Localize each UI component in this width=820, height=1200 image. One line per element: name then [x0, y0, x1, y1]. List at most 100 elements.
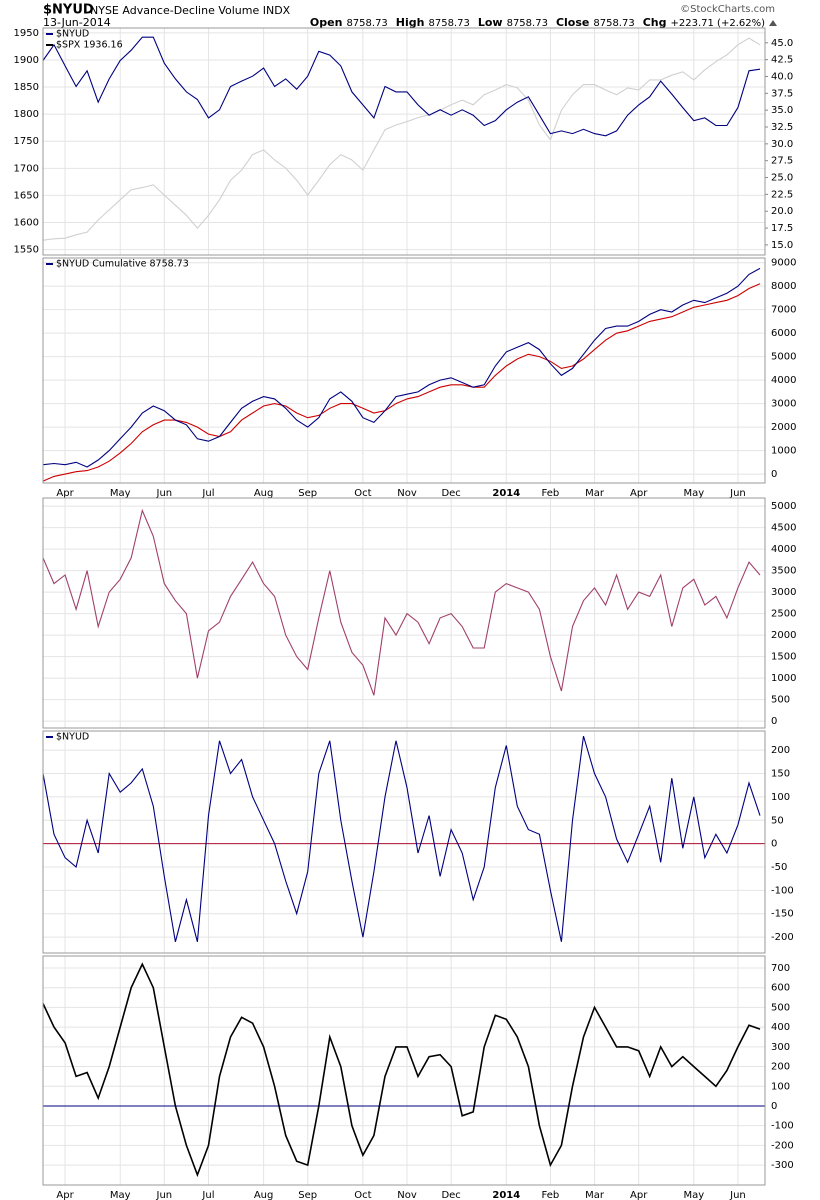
- x-tick-label: Mar: [585, 1190, 605, 1200]
- x-tick-label: Apr: [56, 488, 74, 499]
- quote-label: Chg: [643, 16, 667, 29]
- y-tick-label: 1500: [771, 652, 796, 663]
- quote-value: 8758.73: [507, 18, 548, 29]
- y-tick-label: 1800: [14, 109, 39, 120]
- x-tick-label: May: [110, 488, 131, 499]
- y2-tick-label: 45.0: [771, 38, 793, 49]
- x-tick-label: Oct: [354, 1190, 371, 1200]
- x-tick-label: Feb: [542, 1190, 560, 1200]
- y-tick-label: 400: [771, 1022, 790, 1033]
- y-tick-label: 1600: [14, 217, 39, 228]
- x-tick-label: Jun: [729, 488, 746, 499]
- quote-label: Low: [478, 16, 503, 29]
- data-line: [43, 37, 761, 241]
- x-tick-label: Sep: [298, 488, 317, 499]
- symbol: $NYUD: [43, 3, 94, 18]
- y-tick-label: 300: [771, 1042, 790, 1053]
- quote-label: High: [396, 16, 425, 29]
- panel-border: [42, 27, 766, 256]
- y2-tick-label: 17.5: [771, 223, 793, 234]
- y-tick-label: 6000: [771, 328, 796, 339]
- x-tick-label: Nov: [397, 488, 417, 499]
- x-tick-label: Oct: [354, 488, 371, 499]
- y2-tick-label: 25.0: [771, 173, 793, 184]
- y2-tick-label: 40.0: [771, 71, 793, 82]
- y2-tick-label: 37.5: [771, 88, 793, 99]
- y-tick-label: 600: [771, 983, 790, 994]
- y-tick-label: 9000: [771, 258, 796, 269]
- y-tick-label: 2000: [771, 422, 796, 433]
- y-tick-label: 5000: [771, 501, 796, 512]
- y2-tick-label: 30.0: [771, 139, 793, 150]
- y2-tick-label: 27.5: [771, 156, 793, 167]
- y-tick-label: 100: [771, 792, 790, 803]
- y-tick-label: 0: [771, 1101, 777, 1112]
- y-tick-label: 1750: [14, 136, 39, 147]
- y-tick-label: 4000: [771, 375, 796, 386]
- x-tick-label: May: [683, 1190, 704, 1200]
- x-tick-label: 2014: [492, 488, 520, 499]
- y-tick-label: 3000: [771, 399, 796, 410]
- panel-border: [42, 955, 766, 1186]
- y-tick-label: -100: [771, 1121, 794, 1132]
- arrow-icon: [769, 20, 777, 26]
- data-line: [43, 36, 761, 137]
- source: ©StockCharts.com: [680, 4, 775, 15]
- y2-tick-label: 32.5: [771, 122, 793, 133]
- x-tick-label: Sep: [298, 1190, 317, 1200]
- quote: Open 8758.73 High 8758.73 Low 8758.73 Close 875…: [310, 16, 765, 29]
- x-tick-label: Apr: [630, 1190, 648, 1200]
- x-tick-label: Nov: [397, 1190, 417, 1200]
- y-tick-label: 500: [771, 1002, 790, 1013]
- y-tick-label: 1650: [14, 190, 39, 201]
- data-line: [43, 508, 761, 696]
- y-tick-label: -200: [771, 932, 794, 943]
- y-tick-label: -300: [771, 1160, 794, 1171]
- y-tick-label: 1000: [771, 673, 796, 684]
- y-tick-label: 1000: [771, 446, 796, 457]
- y-tick-label: 8000: [771, 281, 796, 292]
- y-tick-label: 100: [771, 1081, 790, 1092]
- x-tick-label: May: [683, 488, 704, 499]
- y-tick-label: 2000: [771, 630, 796, 641]
- legend-label: $NYUD: [56, 732, 89, 743]
- y2-tick-label: 15.0: [771, 240, 793, 251]
- y-tick-label: 1900: [14, 55, 39, 66]
- y-tick-label: 4500: [771, 523, 796, 534]
- y-tick-label: 0: [771, 839, 777, 850]
- x-tick-label: Jul: [201, 1190, 214, 1200]
- y-tick-label: 500: [771, 695, 790, 706]
- y2-tick-label: 22.5: [771, 189, 793, 200]
- quote-label: Close: [556, 16, 589, 29]
- legend-label: $NYUD: [56, 29, 89, 40]
- quote-label: Open: [310, 16, 343, 29]
- x-tick-label: Dec: [441, 1190, 460, 1200]
- y-tick-label: 2500: [771, 609, 796, 620]
- y-tick-label: 200: [771, 745, 790, 756]
- y-tick-label: 5000: [771, 352, 796, 363]
- x-tick-label: Apr: [56, 1190, 74, 1200]
- y-tick-label: 4000: [771, 544, 796, 555]
- x-tick-label: Aug: [254, 1190, 274, 1200]
- quote-value: 8758.73: [428, 18, 469, 29]
- y-tick-label: 50: [771, 815, 784, 826]
- panel-border: [42, 497, 766, 729]
- y2-tick-label: 42.5: [771, 55, 793, 66]
- y-tick-label: -200: [771, 1140, 794, 1151]
- y-tick-label: 200: [771, 1062, 790, 1073]
- x-tick-label: Feb: [542, 488, 560, 499]
- x-tick-label: 2014: [492, 1190, 520, 1200]
- x-tick-label: Jun: [729, 1190, 746, 1200]
- x-tick-label: Jun: [156, 1190, 173, 1200]
- data-line: [43, 962, 761, 1178]
- y-tick-label: 1700: [14, 163, 39, 174]
- index-name: NYSE Advance-Decline Volume INDX: [90, 4, 291, 17]
- legend-label: $SPX 1936.16: [56, 40, 123, 51]
- data-line: [43, 267, 761, 468]
- y-tick-label: -150: [771, 909, 794, 920]
- y-tick-label: 150: [771, 769, 790, 780]
- x-tick-label: Jul: [201, 488, 214, 499]
- x-tick-label: Jun: [156, 488, 173, 499]
